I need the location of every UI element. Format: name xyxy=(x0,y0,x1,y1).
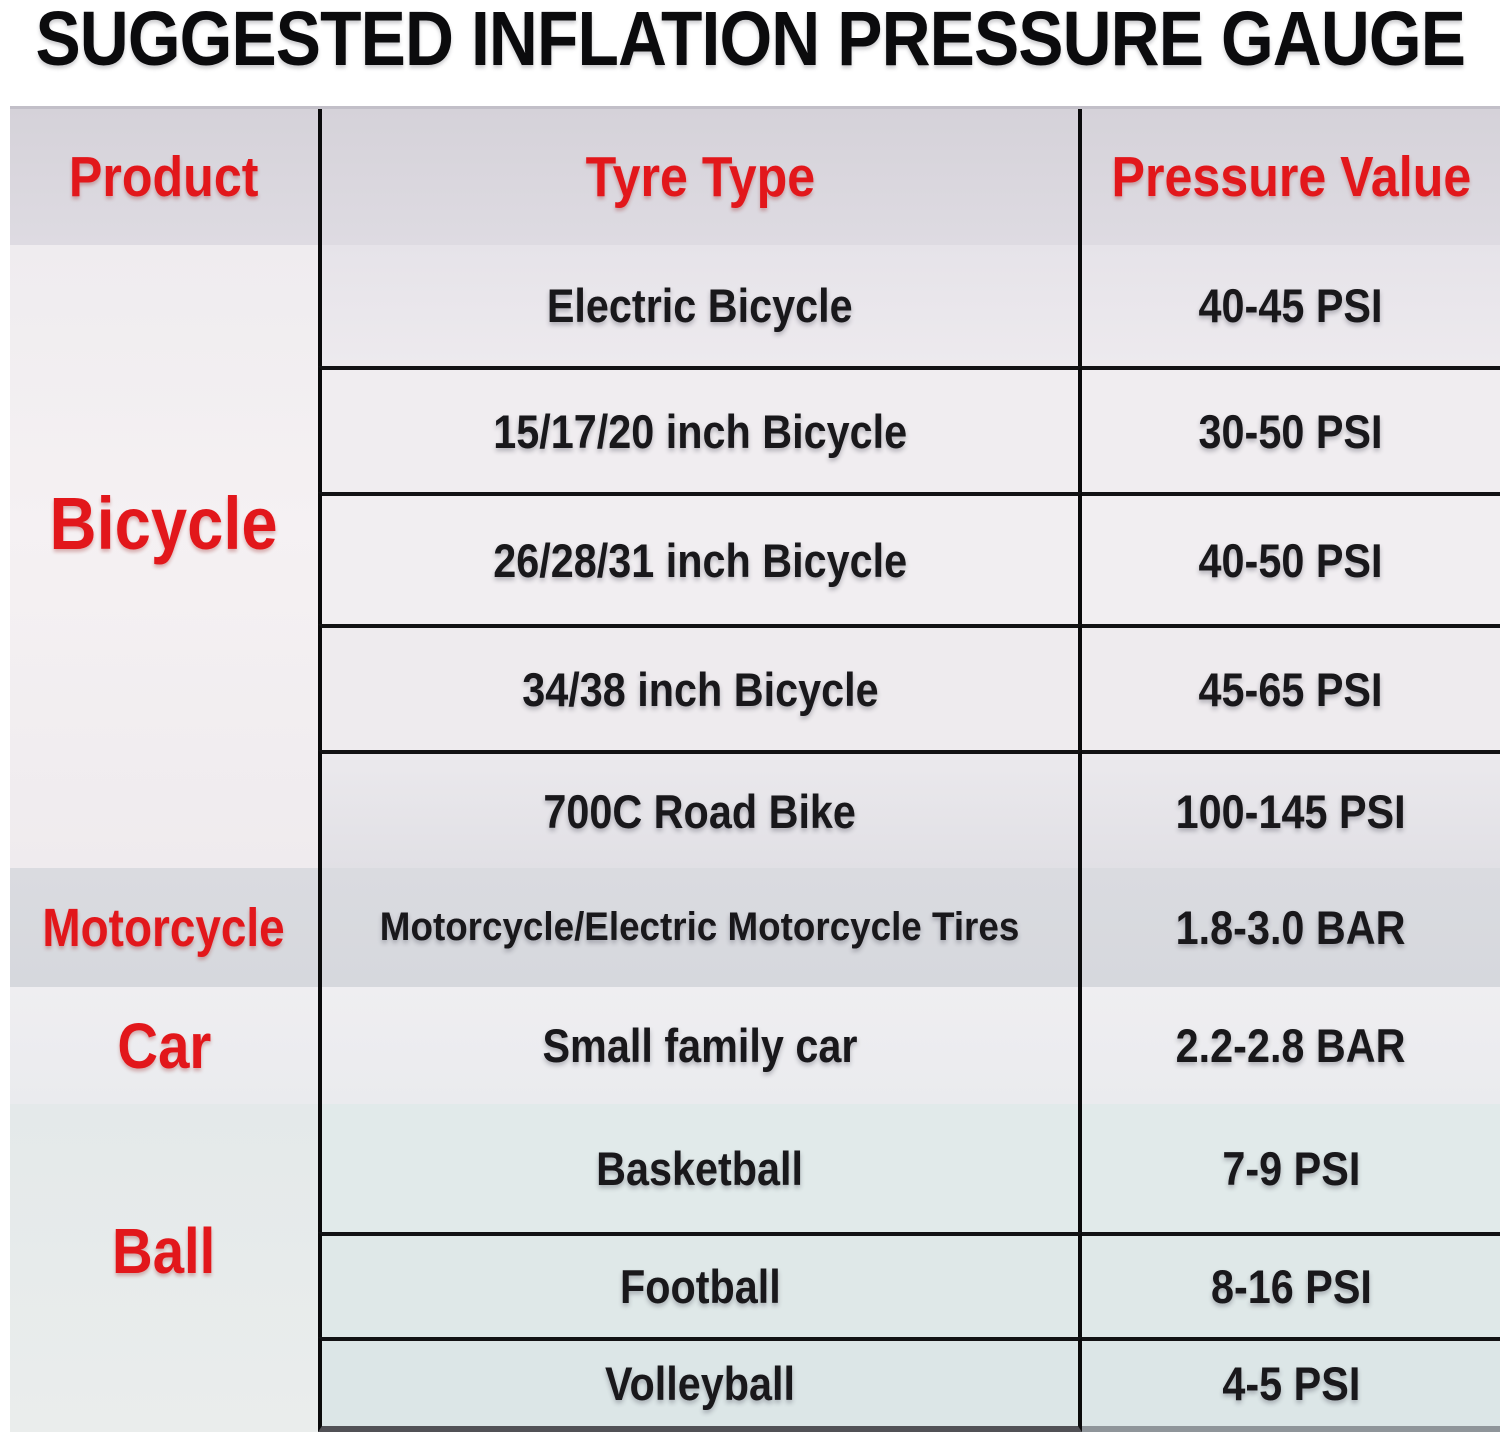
header-cell-pressure-value: Pressure Value xyxy=(1082,109,1500,245)
tyre-type-cell: 700C Road Bike xyxy=(318,750,1082,868)
tyre-type-cell: 26/28/31 inch Bicycle xyxy=(318,492,1082,624)
pressure-value-cell: 8-16 PSI xyxy=(1082,1232,1500,1337)
pressure-table: Product Tyre Type Pressure Value Bicycle… xyxy=(10,106,1500,1432)
pressure-value-cell: 45-65 PSI xyxy=(1082,624,1500,750)
tyre-type-cell: Motorcycle/Electric Motorcycle Tires xyxy=(318,868,1082,987)
tyre-type-cell: Football xyxy=(318,1232,1082,1337)
pressure-value-cell: 1.8-3.0 BAR xyxy=(1082,868,1500,987)
pressure-value-cell: 100-145 PSI xyxy=(1082,750,1500,868)
pressure-value-cell: 7-9 PSI xyxy=(1082,1104,1500,1232)
page-title: SUGGESTED INFLATION PRESSURE GAUGE xyxy=(0,0,1500,106)
tyre-type-cell: Electric Bicycle xyxy=(318,245,1082,366)
tyre-type-cell: Basketball xyxy=(318,1104,1082,1232)
product-cell-car: Car xyxy=(10,987,318,1104)
pressure-value-cell: 40-45 PSI xyxy=(1082,245,1500,366)
pressure-value-cell: 2.2-2.8 BAR xyxy=(1082,987,1500,1104)
pressure-value-cell: 30-50 PSI xyxy=(1082,366,1500,492)
tyre-type-cell: Volleyball xyxy=(318,1337,1082,1432)
header-cell-tyre-type: Tyre Type xyxy=(318,109,1082,245)
pressure-value-cell: 4-5 PSI xyxy=(1082,1337,1500,1432)
product-cell-motorcycle: Motorcycle xyxy=(10,868,318,987)
tyre-type-cell: 34/38 inch Bicycle xyxy=(318,624,1082,750)
header-cell-product: Product xyxy=(10,109,318,245)
product-cell-bicycle: Bicycle xyxy=(10,245,318,868)
tyre-type-cell: Small family car xyxy=(318,987,1082,1104)
page-title-text: SUGGESTED INFLATION PRESSURE GAUGE xyxy=(35,0,1465,82)
tyre-type-cell: 15/17/20 inch Bicycle xyxy=(318,366,1082,492)
pressure-value-cell: 40-50 PSI xyxy=(1082,492,1500,624)
product-cell-ball: Ball xyxy=(10,1104,318,1432)
